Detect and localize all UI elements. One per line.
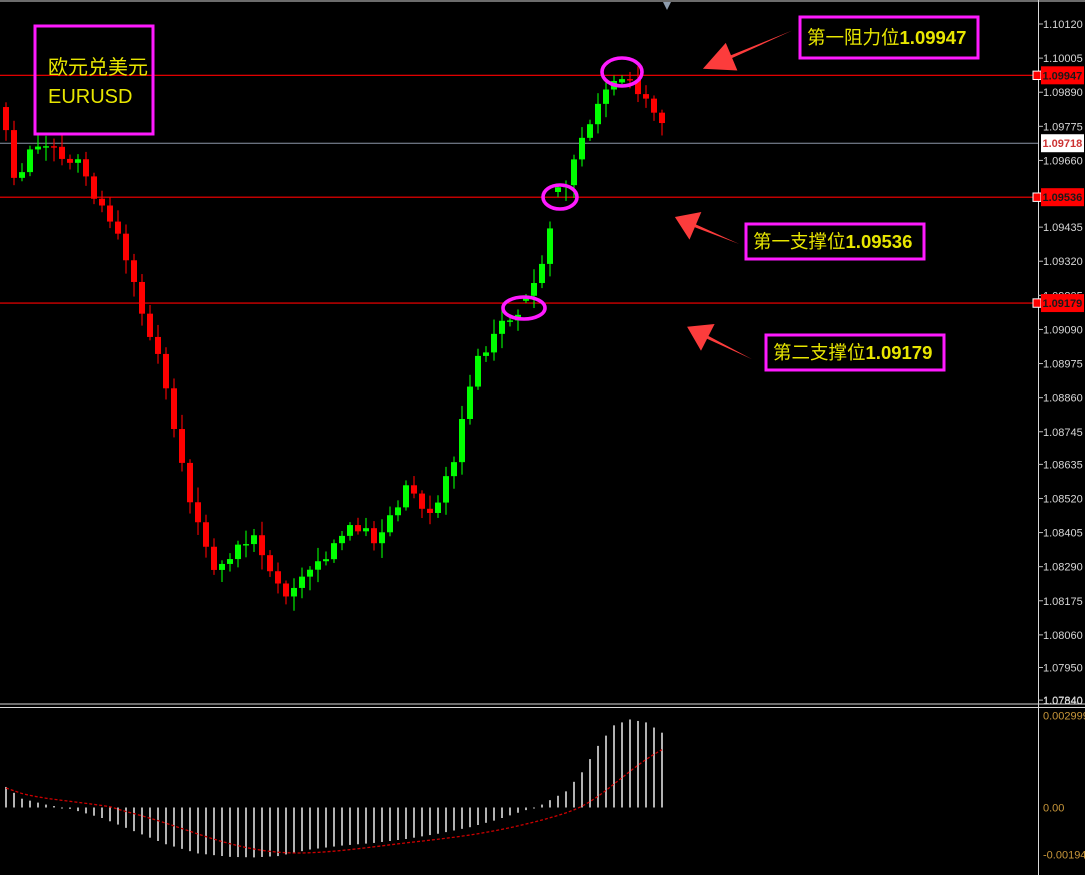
svg-text:1.09320: 1.09320: [1043, 256, 1083, 268]
svg-text:0.002999: 0.002999: [1043, 711, 1085, 723]
svg-text:1.08175: 1.08175: [1043, 596, 1083, 608]
svg-text:1.09775: 1.09775: [1043, 121, 1083, 133]
svg-text:1.09947: 1.09947: [1043, 70, 1083, 82]
svg-text:1.08290: 1.08290: [1043, 562, 1083, 574]
svg-text:1.07840: 1.07840: [1043, 695, 1083, 707]
svg-text:欧元兑美元: 欧元兑美元: [48, 56, 148, 79]
svg-text:EURUSD: EURUSD: [48, 86, 132, 108]
svg-text:1.10120: 1.10120: [1043, 19, 1083, 31]
svg-text:1.09435: 1.09435: [1043, 222, 1083, 234]
svg-text:1.08860: 1.08860: [1043, 393, 1083, 405]
svg-text:1.08060: 1.08060: [1043, 630, 1083, 642]
svg-text:1.09718: 1.09718: [1043, 138, 1083, 150]
svg-text:1.09660: 1.09660: [1043, 155, 1083, 167]
svg-text:-0.001942: -0.001942: [1043, 850, 1085, 862]
svg-text:第一支撑位1.09536: 第一支撑位1.09536: [753, 231, 912, 252]
svg-text:1.09090: 1.09090: [1043, 324, 1083, 336]
svg-text:1.09179: 1.09179: [1043, 298, 1083, 310]
svg-text:1.10005: 1.10005: [1043, 53, 1083, 65]
svg-text:第一阻力位1.09947: 第一阻力位1.09947: [807, 27, 966, 48]
svg-text:1.08405: 1.08405: [1043, 528, 1083, 540]
svg-text:1.08745: 1.08745: [1043, 427, 1083, 439]
svg-text:1.08635: 1.08635: [1043, 459, 1083, 471]
svg-text:1.08520: 1.08520: [1043, 493, 1083, 505]
svg-text:0.00: 0.00: [1043, 803, 1064, 815]
svg-text:1.09890: 1.09890: [1043, 87, 1083, 99]
svg-text:1.08975: 1.08975: [1043, 359, 1083, 371]
svg-text:1.09536: 1.09536: [1043, 192, 1083, 204]
svg-text:1.07950: 1.07950: [1043, 662, 1083, 674]
svg-text:第二支撑位1.09179: 第二支撑位1.09179: [773, 342, 932, 363]
